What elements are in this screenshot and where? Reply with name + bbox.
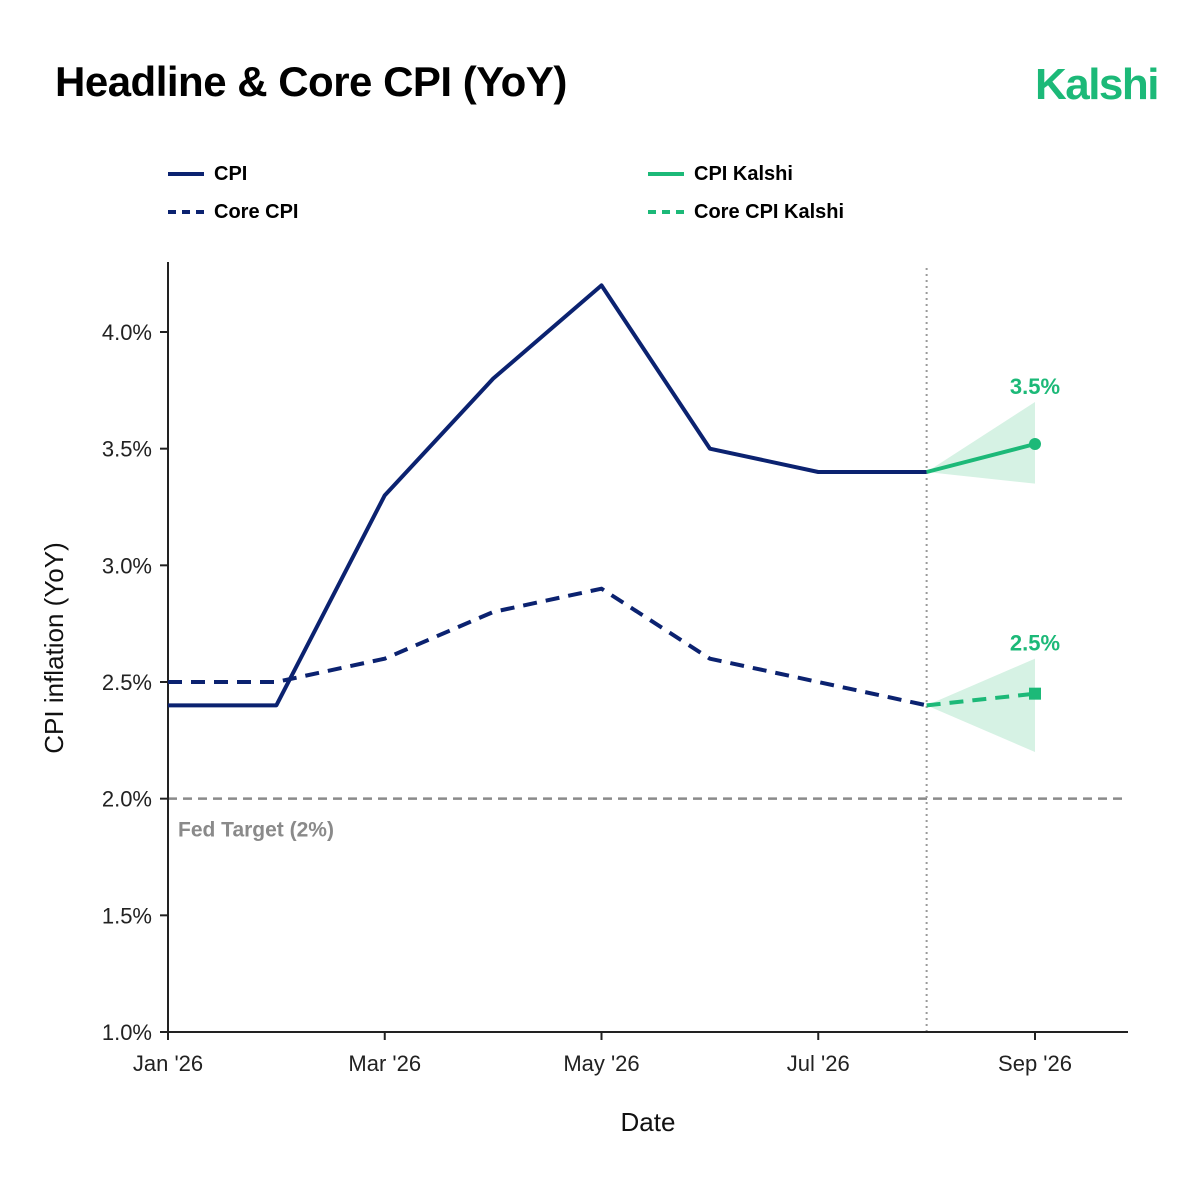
legend-swatch-core-cpi <box>168 210 204 214</box>
y-tick-label: 2.0% <box>102 787 152 812</box>
legend-swatch-core-cpi-kalshi <box>648 210 684 214</box>
legend-item-core-cpi-kalshi: Core CPI Kalshi <box>648 200 844 224</box>
chart-title: Headline & Core CPI (YoY) <box>55 58 567 105</box>
forecast-band-3 <box>926 658 1035 752</box>
forecast-band-2 <box>926 402 1035 484</box>
legend-label-cpi-kalshi: CPI Kalshi <box>694 162 793 185</box>
y-tick-label: 1.5% <box>102 903 152 928</box>
series-line-core-cpi-kalshi <box>926 691 1036 708</box>
forecast-point-marker <box>1029 687 1041 700</box>
x-tick-label: Sep '26 <box>998 1051 1072 1076</box>
brand-logo: Kalshi <box>1034 60 1160 109</box>
y-tick-label: 3.5% <box>102 437 152 462</box>
x-tick-label: May '26 <box>563 1051 639 1076</box>
x-tick-label: Jul '26 <box>787 1051 850 1076</box>
series-line-core-cpi <box>168 586 928 708</box>
legend-item-cpi: CPI <box>168 162 247 186</box>
series-line-cpi <box>168 283 927 708</box>
y-tick-label: 1.0% <box>102 1020 152 1045</box>
forecast-point-marker <box>1029 438 1041 450</box>
fed-target-label: Fed Target (2%) <box>178 819 334 842</box>
forecast-value-label: 2.5% <box>1010 631 1060 656</box>
legend-label-cpi: CPI <box>214 162 248 185</box>
legend: CPI Core CPI CPI Kalshi Core CPI Kalshi <box>0 0 1200 240</box>
legend-label-core-cpi: Core CPI <box>214 200 299 223</box>
legend-swatch-cpi-kalshi <box>648 172 684 176</box>
y-tick-label: 3.0% <box>102 553 152 578</box>
x-tick-label: Jan '26 <box>133 1051 203 1076</box>
legend-label-core-cpi-kalshi: Core CPI Kalshi <box>694 200 845 223</box>
y-axis-label: CPI inflation (YoY) <box>39 542 69 753</box>
legend-item-core-cpi: Core CPI <box>168 200 298 224</box>
legend-item-cpi-kalshi: CPI Kalshi <box>648 162 793 186</box>
forecast-value-label: 3.5% <box>1010 374 1060 399</box>
y-tick-label: 4.0% <box>102 320 152 345</box>
y-tick-label: 2.5% <box>102 670 152 695</box>
x-tick-label: Mar '26 <box>348 1051 421 1076</box>
series-line-cpi-kalshi <box>926 442 1036 474</box>
x-axis-label: Date <box>621 1107 676 1137</box>
legend-swatch-cpi <box>168 172 204 176</box>
